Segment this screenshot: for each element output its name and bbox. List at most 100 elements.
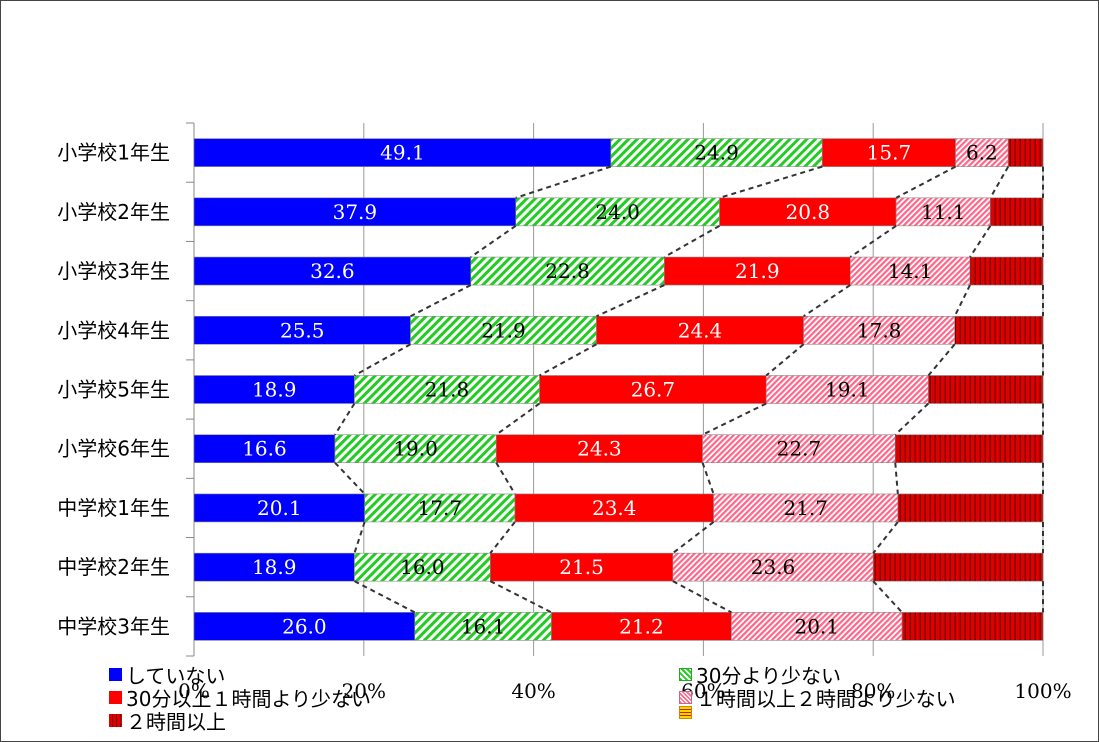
series-connector-line [702,402,767,436]
bar-segment [364,493,516,523]
legend-swatch [679,706,692,719]
category-label: 小学校2年生 [57,200,170,224]
series-connector-line [894,462,899,495]
x-tick-label: 100% [1014,679,1071,703]
category-label: 小学校6年生 [57,437,170,461]
series-connector-line [803,284,851,318]
legend-label: １時間以上２時間より少ない [696,687,956,711]
bar-segment [410,315,597,345]
bar-segment [672,552,874,582]
data-label: 17.7 [418,496,463,520]
category-label: 小学校5年生 [57,378,170,402]
bar-segment [928,375,1044,404]
bar-segment [702,434,896,464]
bar-segment [193,434,336,464]
bar-segment [514,493,714,523]
category-label: 中学校3年生 [57,614,170,638]
data-label: 15.7 [867,141,912,165]
legend-label: 30分以上１時間より少ない [126,687,372,711]
bar-segment [193,138,612,167]
data-label: 25.5 [280,318,325,342]
bar-segment [872,552,1044,582]
x-tick-label: 20% [342,679,386,703]
bar-segment [731,612,903,641]
series-connector-line [894,402,930,436]
bar-segment [955,138,1009,167]
bar-segment [490,552,674,582]
series-connector-line [539,343,597,377]
bar-segment [193,315,411,345]
data-label: 19.1 [825,378,870,402]
data-label: 21.7 [783,496,828,520]
series-connector-line [989,166,1010,199]
series-connector-line [354,580,416,614]
legend-item: していない [109,660,225,689]
data-label: 20.1 [794,614,839,638]
data-label: 21.9 [735,259,780,283]
data-label: 16.1 [461,614,506,638]
bar-segment [495,434,703,464]
series-connector-line [872,580,903,614]
data-label: 17.8 [857,318,902,342]
series-connector-line [672,580,732,614]
data-label: 21.8 [425,378,470,402]
bar-segment [901,612,1044,641]
series-connector-line [489,521,516,554]
data-label: 18.9 [252,378,297,402]
bar-segment [713,493,899,523]
data-label: 26.7 [631,378,676,402]
bar-segment [193,375,355,404]
data-label: 19.0 [393,437,438,461]
bar-segment [897,493,1044,523]
bar-segment [894,434,1044,464]
data-label: 21.5 [559,555,604,579]
series-connector-line [353,343,411,377]
data-label: 23.4 [592,496,637,520]
legend-swatch [109,714,122,727]
bar-segment [193,612,416,641]
data-label: 22.7 [777,437,822,461]
legend-item: 30分より少ない [679,660,841,689]
series-connector-line [701,462,715,495]
bar-segment [193,552,355,582]
data-label: 18.9 [252,555,297,579]
data-label: 14.1 [888,259,933,283]
x-tick-label: 0% [178,679,210,703]
bar-segment [354,375,540,404]
bar-segment [470,256,665,286]
series-connector-line [495,402,541,436]
series-connector-line [663,224,721,258]
bar-segment [414,612,552,641]
data-label: 21.2 [619,614,664,638]
bar-segment [551,612,732,641]
data-label: 6.2 [966,141,998,165]
data-label: 16.0 [400,555,445,579]
series-connector-line [765,343,805,377]
legend-label: していない [126,664,226,688]
series-connector-line [927,343,956,377]
data-label: 16.6 [242,437,287,461]
legend-swatch [679,691,692,704]
series-connector-line [515,165,612,199]
series-connector-line [895,165,957,199]
series-connector-line [872,521,899,554]
bar-segment [664,256,851,286]
legend-swatch [109,668,122,681]
legend-item: ２時間以上 [109,706,226,735]
legend-label: 30分より少ない [696,664,842,688]
data-label: 24.0 [595,200,640,224]
series-connector-line [470,225,517,258]
series-connector-line [672,521,715,554]
x-tick-label: 40% [511,679,555,703]
bar-segment [193,197,517,227]
series-connector-line [489,580,552,614]
bar-segment [354,552,491,582]
legend-label: ２時間以上 [126,710,226,734]
bar-segment [719,197,897,227]
bar-segment [990,197,1044,227]
data-label: 24.4 [678,318,723,342]
series-connector-line [596,284,665,318]
bar-segment [515,197,720,227]
